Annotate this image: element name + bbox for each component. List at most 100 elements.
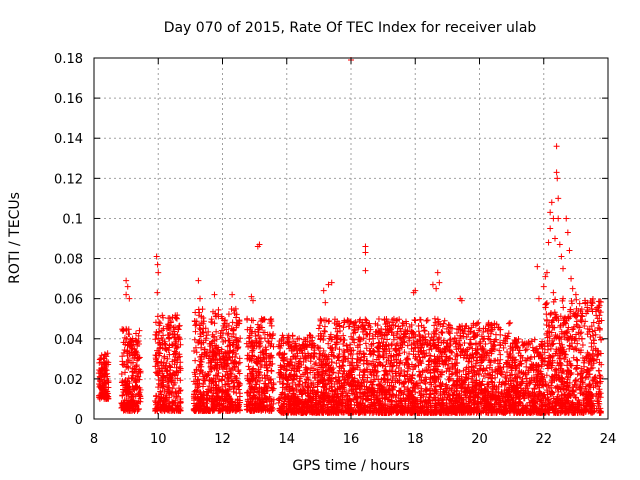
data-point — [158, 407, 165, 414]
data-point — [438, 329, 445, 336]
data-point — [497, 331, 504, 338]
data-point — [125, 364, 132, 371]
data-point — [195, 312, 202, 319]
data-point — [157, 320, 164, 327]
data-point — [152, 407, 159, 414]
data-point — [128, 406, 135, 413]
data-point — [197, 361, 204, 368]
data-point — [97, 377, 104, 384]
data-point — [98, 365, 105, 372]
data-point — [218, 400, 225, 407]
data-point — [173, 338, 180, 345]
data-point — [236, 370, 243, 377]
data-point — [160, 325, 167, 332]
data-point — [446, 376, 453, 383]
data-point — [134, 373, 141, 380]
data-point — [136, 327, 143, 334]
data-point — [152, 363, 159, 370]
data-point — [218, 363, 225, 370]
data-point — [199, 329, 206, 336]
data-point — [166, 344, 173, 351]
data-point — [135, 398, 142, 405]
data-point — [131, 352, 138, 359]
data-point — [218, 393, 225, 400]
data-point — [232, 305, 239, 312]
data-point — [207, 343, 214, 350]
data-point — [120, 382, 127, 389]
data-point — [98, 359, 105, 366]
data-point — [231, 310, 238, 317]
data-point — [224, 374, 231, 381]
data-point — [154, 369, 161, 376]
data-point — [136, 389, 143, 396]
data-point — [296, 381, 303, 388]
data-point — [96, 356, 103, 363]
data-point — [211, 342, 218, 349]
data-point — [177, 377, 184, 384]
data-point — [105, 359, 112, 366]
data-point — [223, 390, 230, 397]
data-point — [164, 378, 171, 385]
data-point — [224, 356, 231, 363]
data-point — [177, 365, 184, 372]
data-point — [169, 385, 176, 392]
data-point — [158, 365, 165, 372]
data-point — [161, 340, 168, 347]
data-point — [128, 375, 135, 382]
data-point — [200, 314, 207, 321]
data-point — [192, 381, 199, 388]
data-point — [129, 368, 136, 375]
data-point — [217, 356, 224, 363]
data-point — [250, 317, 257, 324]
data-point — [164, 374, 171, 381]
data-point — [124, 350, 131, 357]
data-point — [423, 317, 430, 324]
data-point — [427, 352, 434, 359]
data-point — [233, 407, 240, 414]
data-point — [426, 357, 433, 364]
data-point — [473, 340, 480, 347]
data-point — [213, 336, 220, 343]
data-point — [399, 320, 406, 326]
data-point — [133, 383, 140, 390]
data-point — [211, 401, 218, 408]
data-point — [212, 313, 219, 320]
data-point — [233, 314, 240, 321]
data-point — [262, 361, 269, 368]
data-point — [318, 317, 325, 324]
data-point — [218, 327, 225, 334]
data-point — [215, 407, 222, 414]
data-point — [154, 360, 161, 367]
data-point — [153, 329, 160, 336]
data-point — [195, 364, 202, 371]
data-point — [210, 379, 217, 386]
data-point — [177, 336, 184, 343]
data-point — [105, 379, 112, 386]
data-point — [101, 363, 108, 370]
data-point — [173, 314, 180, 321]
data-point — [192, 373, 199, 380]
data-point — [232, 358, 239, 365]
data-point — [129, 345, 136, 352]
data-point — [235, 339, 242, 346]
data-point — [507, 319, 514, 326]
data-point — [203, 350, 210, 357]
data-point — [192, 328, 199, 335]
data-point — [166, 326, 173, 333]
data-point — [215, 370, 222, 377]
data-point — [126, 341, 133, 348]
data-point — [172, 388, 179, 395]
data-point — [165, 403, 172, 410]
data-point — [202, 407, 209, 414]
data-point — [219, 373, 226, 380]
data-point — [172, 379, 179, 386]
data-point — [161, 355, 168, 362]
data-point — [236, 403, 243, 410]
data-point — [198, 353, 205, 360]
data-point — [165, 334, 172, 341]
data-point — [123, 327, 130, 334]
data-point — [236, 355, 243, 362]
data-point — [174, 312, 181, 319]
data-point — [268, 368, 275, 375]
